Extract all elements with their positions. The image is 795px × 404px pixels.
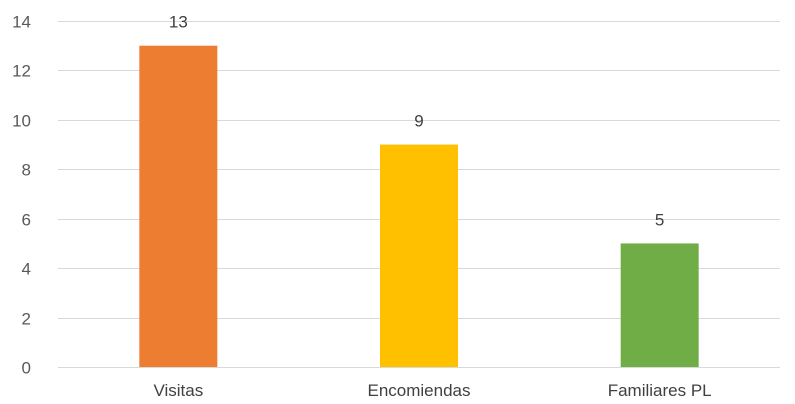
bar bbox=[380, 144, 458, 367]
data-label: 5 bbox=[655, 210, 664, 229]
x-category-label: Encomiendas bbox=[367, 381, 470, 400]
data-label: 9 bbox=[414, 112, 423, 131]
y-tick-label: 0 bbox=[22, 359, 31, 378]
y-tick-label: 2 bbox=[22, 310, 31, 329]
y-tick-label: 4 bbox=[22, 260, 31, 279]
x-category-label: Familiares PL bbox=[608, 381, 712, 400]
y-tick-label: 14 bbox=[12, 13, 31, 32]
x-category-label: Visitas bbox=[153, 381, 203, 400]
bar bbox=[620, 243, 699, 367]
y-tick-label: 8 bbox=[22, 161, 31, 180]
y-tick-label: 10 bbox=[12, 112, 31, 131]
data-labels: 13 9 5 bbox=[169, 13, 665, 230]
bar bbox=[139, 45, 218, 367]
data-label: 13 bbox=[169, 13, 188, 32]
bars bbox=[139, 45, 699, 367]
y-tick-label: 12 bbox=[12, 62, 31, 81]
y-tick-label: 6 bbox=[22, 211, 31, 230]
x-axis-categories: Visitas Encomiendas Familiares PL bbox=[153, 381, 711, 400]
y-axis-ticks: 0 2 4 6 8 10 12 14 bbox=[12, 13, 31, 378]
